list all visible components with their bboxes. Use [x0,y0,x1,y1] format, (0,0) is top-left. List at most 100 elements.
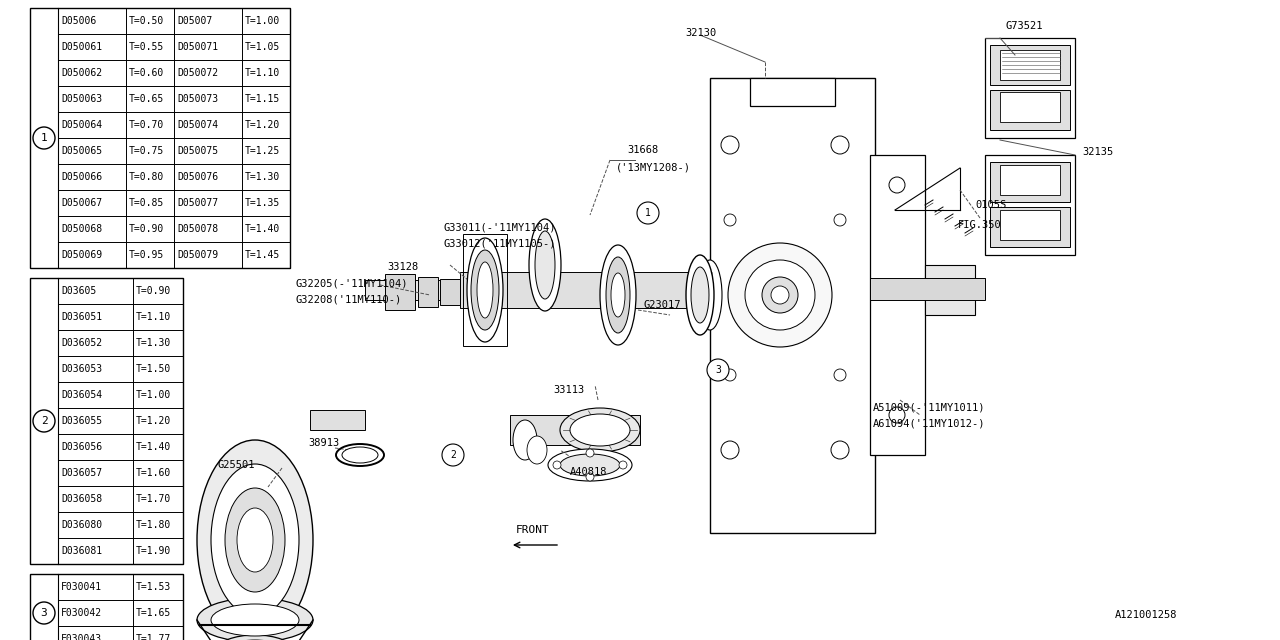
Text: G32205(-'11MY1104): G32205(-'11MY1104) [294,278,407,288]
Text: G25501: G25501 [218,460,256,470]
Ellipse shape [561,408,640,452]
Ellipse shape [211,604,300,636]
Text: T=0.75: T=0.75 [129,146,164,156]
Text: F030043: F030043 [61,634,102,640]
Text: T=0.90: T=0.90 [136,286,172,296]
Bar [989,207,1070,247]
Bar [986,155,1075,255]
Ellipse shape [570,414,630,446]
Bar [365,280,645,300]
Text: T=0.85: T=0.85 [129,198,164,208]
Text: T=1.40: T=1.40 [136,442,172,452]
Text: T=1.10: T=1.10 [244,68,280,78]
Ellipse shape [467,238,503,342]
Text: 1: 1 [645,208,652,218]
Bar [986,38,1075,138]
Ellipse shape [342,447,378,463]
Circle shape [620,461,627,469]
Ellipse shape [600,245,636,345]
Bar [440,279,460,305]
Text: T=1.45: T=1.45 [244,250,280,260]
Ellipse shape [197,598,314,640]
Text: F030041: F030041 [61,582,102,592]
Ellipse shape [686,255,714,335]
Bar [29,278,183,564]
Text: A61094('11MY1012-): A61094('11MY1012-) [873,418,986,428]
Text: A40818: A40818 [570,467,608,477]
Text: D050064: D050064 [61,120,102,130]
Text: D036055: D036055 [61,416,102,426]
Ellipse shape [211,464,300,616]
Ellipse shape [225,488,285,592]
Text: D036051: D036051 [61,312,102,322]
Text: 3: 3 [716,365,721,375]
Bar [925,265,975,315]
Bar [419,277,438,307]
Circle shape [831,441,849,459]
Text: D036056: D036056 [61,442,102,452]
Text: 31668: 31668 [627,145,658,155]
Circle shape [835,369,846,381]
Text: T=1.25: T=1.25 [244,146,280,156]
Text: D050069: D050069 [61,250,102,260]
Text: T=0.65: T=0.65 [129,94,164,104]
Text: T=1.30: T=1.30 [136,338,172,348]
Circle shape [728,243,832,347]
Circle shape [33,602,55,624]
Text: D036080: D036080 [61,520,102,530]
Text: T=0.60: T=0.60 [129,68,164,78]
Bar [750,78,835,106]
Text: D050062: D050062 [61,68,102,78]
Text: D05007: D05007 [177,16,212,26]
Text: D050065: D050065 [61,146,102,156]
Text: G33012('11MY1105-): G33012('11MY1105-) [443,239,556,249]
Text: T=0.50: T=0.50 [129,16,164,26]
Circle shape [586,473,594,481]
Text: T=1.53: T=1.53 [136,582,172,592]
Bar [463,234,507,346]
Text: G33011(-'11MY1104): G33011(-'11MY1104) [443,223,556,233]
Bar [1000,210,1060,240]
Circle shape [890,177,905,193]
Circle shape [771,286,788,304]
Text: D050077: D050077 [177,198,218,208]
Circle shape [586,449,594,457]
Text: D05006: D05006 [61,16,96,26]
Bar [1000,92,1060,122]
Ellipse shape [471,250,499,330]
Text: T=1.20: T=1.20 [244,120,280,130]
Bar [870,155,925,455]
Bar [989,45,1070,85]
Text: D036052: D036052 [61,338,102,348]
Text: T=0.70: T=0.70 [129,120,164,130]
Text: D050073: D050073 [177,94,218,104]
Text: D050076: D050076 [177,172,218,182]
Text: A121001258: A121001258 [1115,610,1178,620]
Circle shape [637,202,659,224]
Text: T=0.80: T=0.80 [129,172,164,182]
Bar [29,574,183,640]
Bar [989,162,1070,202]
Bar [710,78,876,533]
Circle shape [33,410,55,432]
Bar [989,90,1070,130]
Text: D036057: D036057 [61,468,102,478]
Bar [385,274,415,310]
Bar [870,278,986,300]
Text: T=1.35: T=1.35 [244,198,280,208]
Text: D050075: D050075 [177,146,218,156]
Circle shape [553,461,561,469]
Circle shape [707,359,730,381]
Text: T=1.77: T=1.77 [136,634,172,640]
Text: 32130: 32130 [685,28,717,38]
Text: T=1.70: T=1.70 [136,494,172,504]
Bar [460,272,710,308]
Text: D050063: D050063 [61,94,102,104]
Text: T=1.00: T=1.00 [136,390,172,400]
Circle shape [724,214,736,226]
Text: 2: 2 [451,450,456,460]
Ellipse shape [698,260,722,330]
Circle shape [831,136,849,154]
Text: D036081: D036081 [61,546,102,556]
Bar [1000,50,1060,80]
